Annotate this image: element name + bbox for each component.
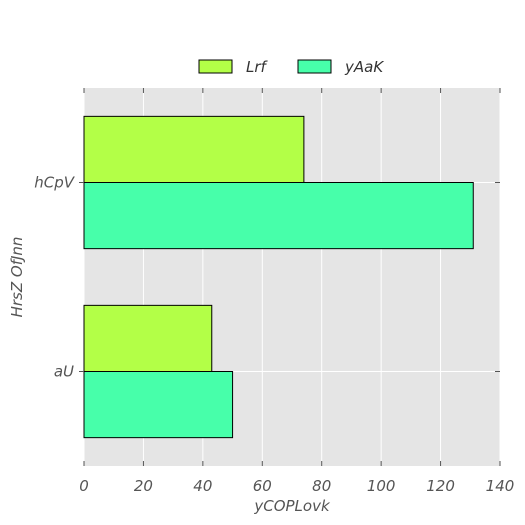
x-tick-label: 120 xyxy=(426,477,455,495)
y-axis-label: HrsZ OfJnn xyxy=(8,237,26,318)
bars xyxy=(83,115,474,439)
x-tick-label: 40 xyxy=(193,477,212,495)
legend-label-yaak: yAaK xyxy=(344,58,384,76)
bar-lrf-au xyxy=(83,304,213,373)
legend: Lrf yAaK xyxy=(198,58,384,76)
x-tick-label: 100 xyxy=(367,477,396,495)
x-axis-label: yCOPLovk xyxy=(253,497,331,515)
x-tick-label: 20 xyxy=(134,477,153,495)
legend-swatch-yaak xyxy=(297,59,332,74)
x-tick-label: 80 xyxy=(312,477,331,495)
x-tick-label: 140 xyxy=(486,477,515,495)
bar-yaak-au xyxy=(83,371,234,439)
y-tick-label: aU xyxy=(54,363,74,381)
bar-yaak-hcpv xyxy=(83,182,474,250)
x-tick-label: 60 xyxy=(253,477,272,495)
legend-swatch-lrf xyxy=(198,59,233,74)
legend-label-lrf: Lrf xyxy=(246,58,269,76)
y-tick-label: hCpV xyxy=(34,174,76,192)
x-tick-label: 0 xyxy=(79,477,89,495)
bar-lrf-hcpv xyxy=(83,115,305,183)
axis-ticks: 0 20 40 60 80 100 120 140 aU hCpV xyxy=(34,88,514,495)
